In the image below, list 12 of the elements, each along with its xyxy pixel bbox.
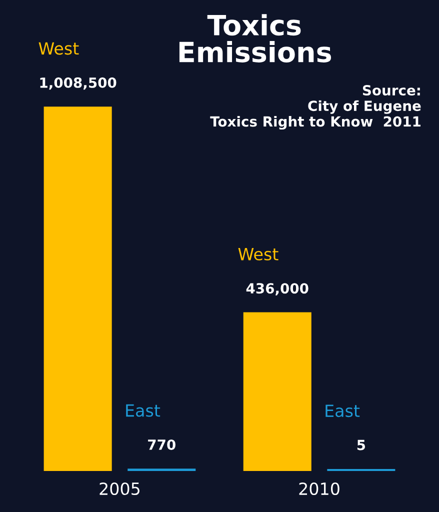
- chart-title: Toxics Emissions: [179, 14, 332, 63]
- data-label: 5: [357, 440, 366, 450]
- text: West: [238, 248, 278, 260]
- data-label: 770: [148, 439, 176, 450]
- text: East: [326, 404, 360, 418]
- text: West: [38, 42, 79, 55]
- x-tick-label: 2010: [299, 482, 340, 496]
- data-label: 436,000: [246, 283, 308, 296]
- x-tick-label: 2005: [100, 482, 140, 496]
- data-label: 1,008,500: [40, 77, 116, 90]
- annotation: Source: City of Eugene Toxics Right to Know 2011: [210, 85, 421, 130]
- text: East: [126, 404, 160, 417]
